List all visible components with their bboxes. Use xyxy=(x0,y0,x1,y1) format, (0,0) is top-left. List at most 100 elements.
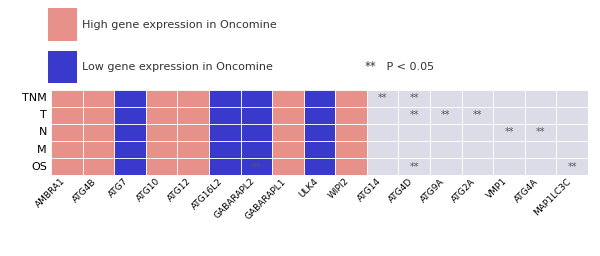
Bar xyxy=(146,158,178,175)
Bar xyxy=(178,107,209,124)
Bar xyxy=(430,141,461,158)
Bar xyxy=(525,141,556,158)
Bar xyxy=(51,158,83,175)
Bar xyxy=(367,90,398,107)
Bar xyxy=(51,107,83,124)
Bar xyxy=(367,158,398,175)
Text: Low gene expression in Oncomine: Low gene expression in Oncomine xyxy=(82,62,273,72)
Bar xyxy=(493,107,525,124)
Bar xyxy=(51,141,83,158)
Bar xyxy=(304,141,335,158)
Bar xyxy=(493,124,525,141)
Text: **: ** xyxy=(536,127,545,137)
Bar xyxy=(493,141,525,158)
Bar xyxy=(48,51,77,83)
Bar xyxy=(272,107,304,124)
Bar xyxy=(209,158,241,175)
Bar xyxy=(241,141,272,158)
Bar xyxy=(430,124,461,141)
Bar xyxy=(304,107,335,124)
Bar xyxy=(398,141,430,158)
Bar xyxy=(430,90,461,107)
Bar xyxy=(241,107,272,124)
Bar xyxy=(525,90,556,107)
Bar xyxy=(241,90,272,107)
Bar xyxy=(114,158,146,175)
Bar xyxy=(209,124,241,141)
Bar xyxy=(493,158,525,175)
Bar xyxy=(209,107,241,124)
Bar xyxy=(114,90,146,107)
Bar xyxy=(51,124,83,141)
Bar xyxy=(430,158,461,175)
Bar xyxy=(272,158,304,175)
Bar xyxy=(335,158,367,175)
Bar xyxy=(398,90,430,107)
Bar xyxy=(209,90,241,107)
Bar xyxy=(525,124,556,141)
Bar xyxy=(146,141,178,158)
Bar xyxy=(48,8,77,41)
Bar xyxy=(83,107,114,124)
Text: **: ** xyxy=(378,93,388,103)
Bar xyxy=(83,141,114,158)
Bar xyxy=(178,90,209,107)
Bar xyxy=(556,158,588,175)
Bar xyxy=(114,124,146,141)
Text: **: ** xyxy=(441,110,451,120)
Bar xyxy=(335,124,367,141)
Bar xyxy=(83,124,114,141)
Bar xyxy=(178,158,209,175)
Bar xyxy=(114,141,146,158)
Bar xyxy=(525,107,556,124)
Text: P < 0.05: P < 0.05 xyxy=(383,62,434,72)
Text: High gene expression in Oncomine: High gene expression in Oncomine xyxy=(82,19,277,29)
Bar xyxy=(146,90,178,107)
Bar xyxy=(556,124,588,141)
Bar xyxy=(272,141,304,158)
Bar xyxy=(178,141,209,158)
Text: **: ** xyxy=(251,162,261,172)
Bar xyxy=(525,158,556,175)
Bar xyxy=(335,107,367,124)
Text: **: ** xyxy=(410,93,419,103)
Bar xyxy=(241,158,272,175)
Bar xyxy=(304,124,335,141)
Bar xyxy=(335,141,367,158)
Bar xyxy=(272,124,304,141)
Bar xyxy=(146,107,178,124)
Bar xyxy=(83,90,114,107)
Text: **: ** xyxy=(568,162,577,172)
Bar xyxy=(209,141,241,158)
Bar xyxy=(430,107,461,124)
Bar xyxy=(556,107,588,124)
Bar xyxy=(398,107,430,124)
Bar xyxy=(51,90,83,107)
Bar xyxy=(114,107,146,124)
Bar xyxy=(304,90,335,107)
Bar xyxy=(556,90,588,107)
Text: **: ** xyxy=(410,162,419,172)
Bar xyxy=(272,90,304,107)
Bar xyxy=(146,124,178,141)
Bar xyxy=(83,158,114,175)
Bar xyxy=(367,141,398,158)
Bar xyxy=(556,141,588,158)
Bar xyxy=(241,124,272,141)
Bar xyxy=(304,158,335,175)
Bar xyxy=(461,107,493,124)
Bar xyxy=(335,90,367,107)
Text: **: ** xyxy=(410,110,419,120)
Text: **: ** xyxy=(473,110,482,120)
Bar xyxy=(461,141,493,158)
Bar xyxy=(367,107,398,124)
Bar xyxy=(398,158,430,175)
Bar xyxy=(398,124,430,141)
Text: **: ** xyxy=(365,60,377,73)
Bar xyxy=(178,124,209,141)
Bar xyxy=(493,90,525,107)
Bar xyxy=(461,158,493,175)
Bar xyxy=(367,124,398,141)
Text: **: ** xyxy=(504,127,514,137)
Bar xyxy=(461,124,493,141)
